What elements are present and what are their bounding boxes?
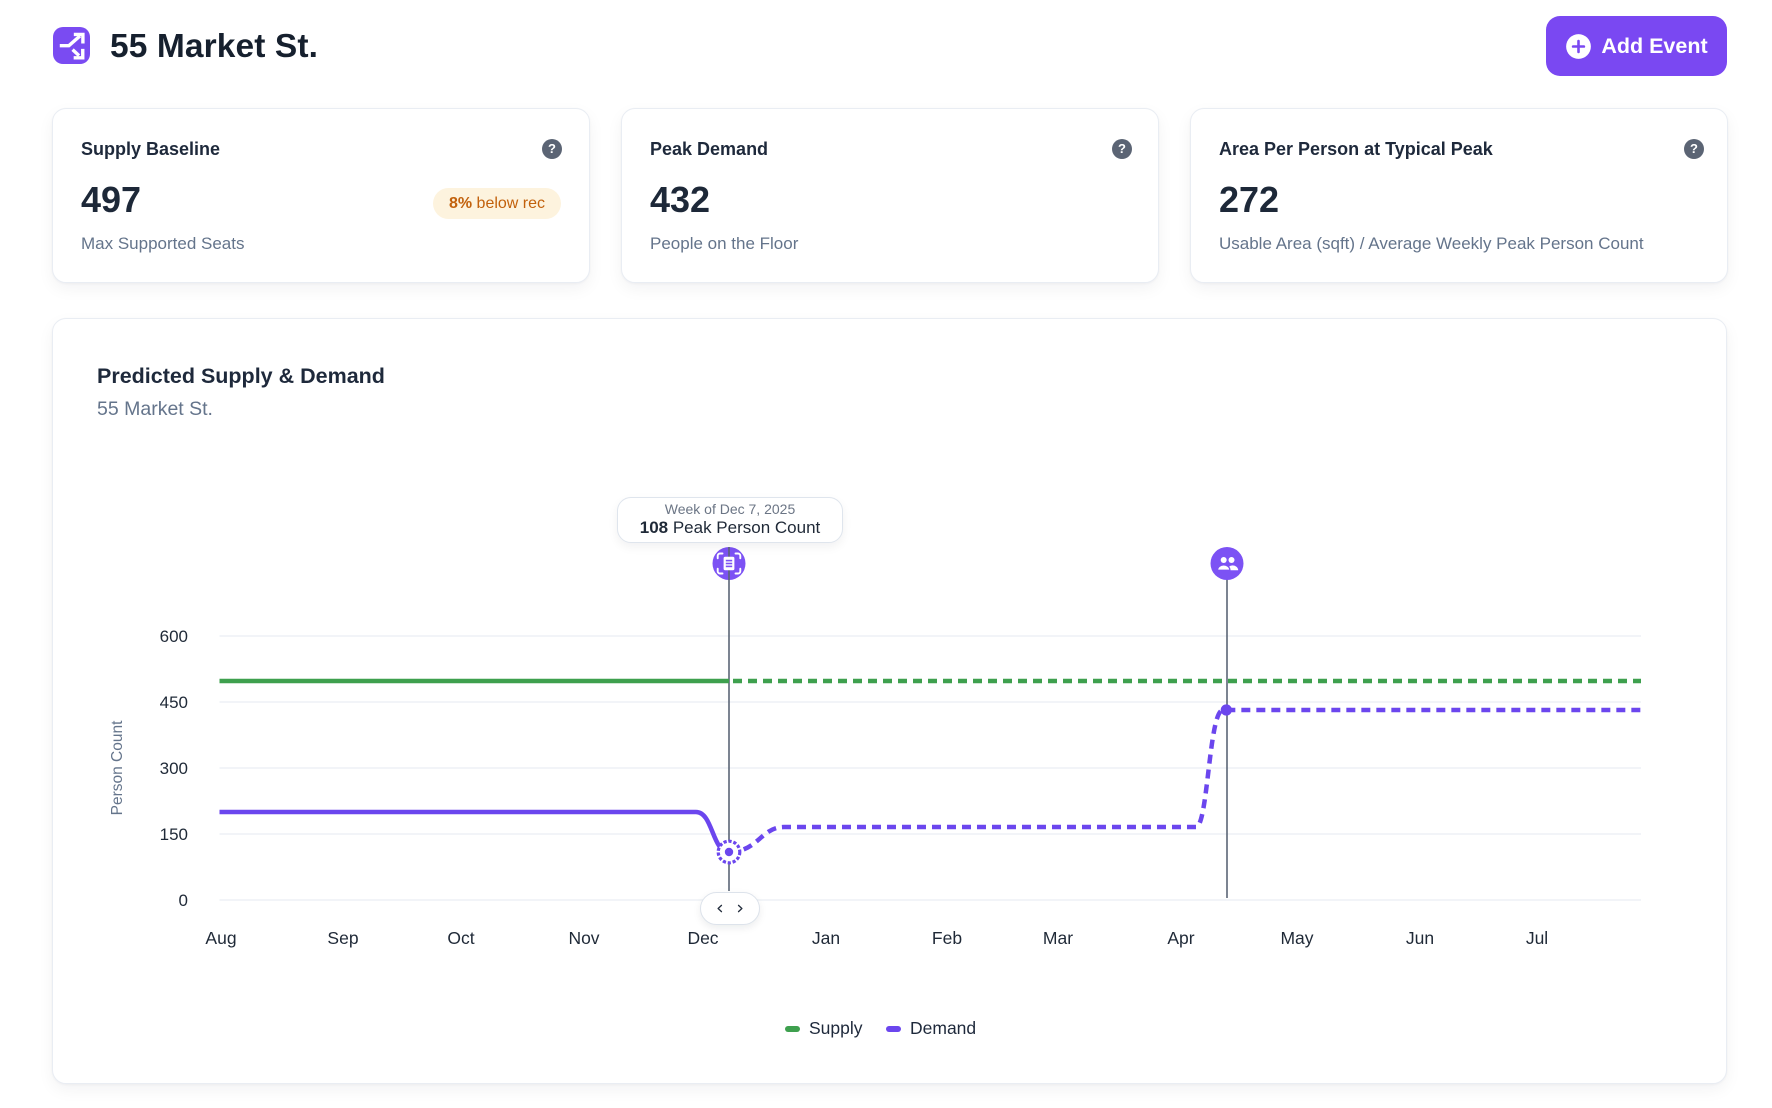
svg-text:0: 0 (179, 891, 188, 910)
svg-text:450: 450 (160, 693, 188, 712)
svg-text:Jun: Jun (1406, 928, 1434, 948)
svg-text:Nov: Nov (568, 928, 599, 948)
svg-text:May: May (1280, 928, 1313, 948)
svg-text:Feb: Feb (932, 928, 962, 948)
svg-text:150: 150 (160, 825, 188, 844)
svg-text:Aug: Aug (205, 928, 236, 948)
svg-text:600: 600 (160, 627, 188, 646)
svg-text:Jan: Jan (812, 928, 840, 948)
svg-text:Mar: Mar (1043, 928, 1073, 948)
svg-text:Person Count: Person Count (109, 720, 126, 815)
svg-text:Sep: Sep (327, 928, 358, 948)
svg-text:300: 300 (160, 759, 188, 778)
svg-text:Apr: Apr (1167, 928, 1194, 948)
svg-text:Oct: Oct (447, 928, 474, 948)
svg-text:Jul: Jul (1526, 928, 1548, 948)
svg-text:Dec: Dec (687, 928, 718, 948)
